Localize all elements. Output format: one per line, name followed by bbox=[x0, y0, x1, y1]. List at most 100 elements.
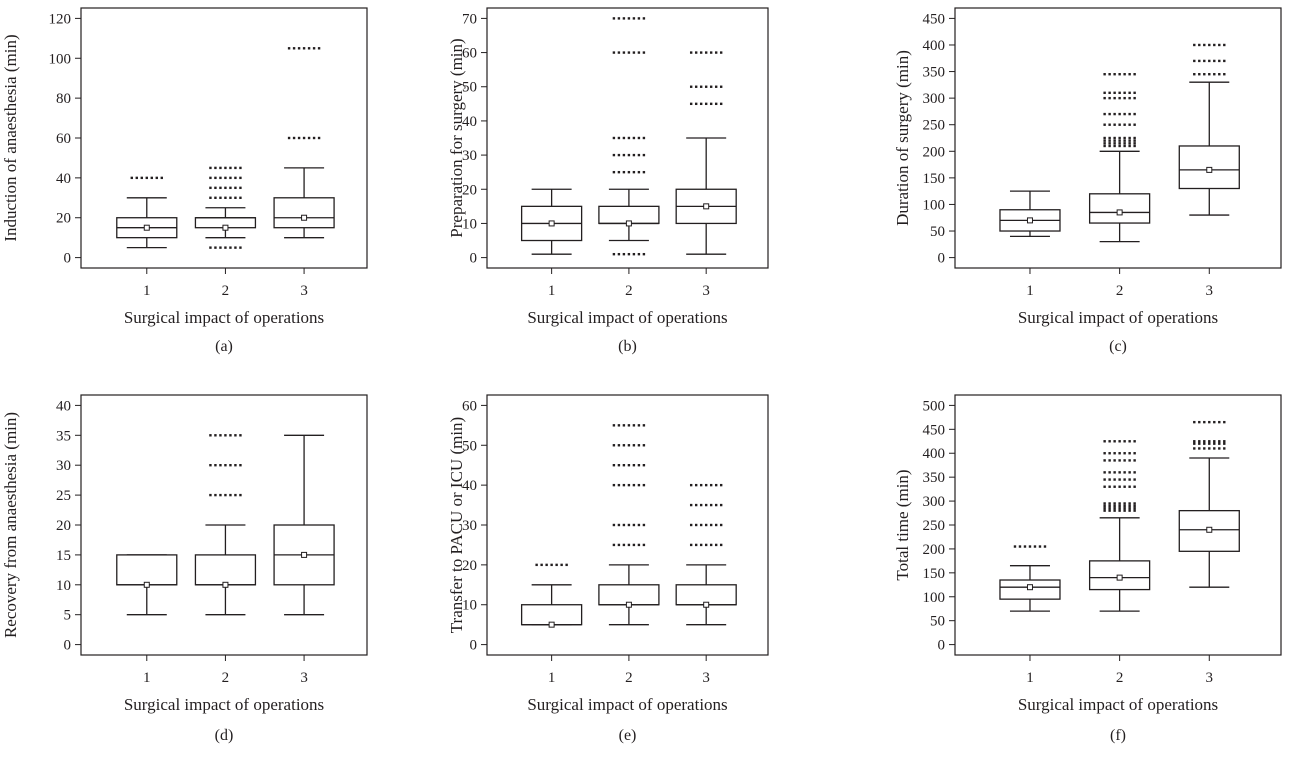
outlier-point bbox=[1193, 59, 1226, 63]
outlier-dot bbox=[214, 493, 217, 497]
outlier-point bbox=[209, 176, 242, 180]
outlier-dot bbox=[1103, 112, 1106, 116]
mean-marker bbox=[1026, 217, 1033, 224]
outlier-dot bbox=[1108, 507, 1111, 510]
outlier-dot bbox=[1128, 96, 1131, 100]
box-plot-3 bbox=[273, 47, 335, 239]
outlier-dot bbox=[1198, 73, 1201, 76]
outlier-dot bbox=[694, 102, 698, 106]
outlier-dot bbox=[612, 153, 616, 157]
y-tick-label: 80 bbox=[56, 91, 71, 107]
outlier-dot bbox=[1218, 43, 1221, 47]
iqr-box bbox=[273, 197, 335, 229]
outlier-dot bbox=[1108, 504, 1111, 508]
outlier-dot bbox=[1118, 139, 1121, 142]
outlier-point bbox=[1193, 440, 1226, 443]
outlier-dot bbox=[150, 176, 153, 180]
outlier-dot bbox=[1198, 447, 1201, 450]
y-tick-label: 50 bbox=[462, 80, 477, 96]
outlier-point bbox=[1103, 440, 1136, 443]
outlier-dot bbox=[1223, 59, 1226, 63]
outlier-dot bbox=[627, 51, 631, 54]
y-tick-label: 300 bbox=[923, 494, 946, 510]
x-axis-label: Surgical impact of operations bbox=[1018, 695, 1218, 714]
outlier-dot bbox=[1113, 112, 1116, 116]
outlier-point bbox=[1103, 96, 1136, 100]
y-axis-label: Duration of surgery (min) bbox=[893, 50, 912, 226]
outlier-dot bbox=[1123, 112, 1126, 116]
outlier-dot bbox=[1128, 112, 1131, 116]
outlier-dot bbox=[1133, 136, 1136, 140]
outlier-dot bbox=[219, 186, 222, 190]
outlier-dot bbox=[719, 503, 723, 507]
outlier-dot bbox=[622, 153, 626, 157]
outlier-dot bbox=[560, 563, 563, 567]
outlier-dot bbox=[312, 47, 316, 50]
x-tick-label: 3 bbox=[300, 670, 308, 686]
outlier-dot bbox=[229, 166, 232, 170]
outlier-dot bbox=[1123, 73, 1126, 76]
mean-marker bbox=[1116, 574, 1123, 581]
outlier-dot bbox=[627, 136, 631, 140]
outlier-dot bbox=[160, 176, 163, 180]
outlier-dot bbox=[287, 136, 291, 140]
outlier-point bbox=[689, 523, 723, 527]
y-tick-label: 35 bbox=[56, 428, 71, 444]
outlier-dot bbox=[617, 523, 621, 527]
outlier-dot bbox=[312, 136, 316, 140]
outlier-dot bbox=[229, 176, 232, 180]
x-axis-label: Surgical impact of operations bbox=[527, 308, 727, 327]
outlier-dot bbox=[1128, 139, 1131, 142]
outlier-dot bbox=[1103, 123, 1106, 126]
panel-label: (e) bbox=[619, 727, 637, 744]
outlier-dot bbox=[637, 252, 641, 256]
outlier-dot bbox=[1133, 73, 1136, 76]
outlier-dot bbox=[145, 176, 148, 180]
outlier-dot bbox=[1118, 502, 1121, 505]
outlier-dot bbox=[1213, 442, 1216, 445]
outlier-dot bbox=[612, 464, 616, 467]
outlier-dot bbox=[1113, 440, 1116, 443]
outlier-dot bbox=[1113, 136, 1116, 140]
outlier-dot bbox=[632, 444, 636, 447]
outlier-dot bbox=[130, 176, 133, 180]
outlier-point bbox=[689, 51, 723, 54]
mean-marker bbox=[1206, 526, 1213, 533]
outlier-dot bbox=[1208, 447, 1211, 450]
x-tick-label: 3 bbox=[1206, 283, 1214, 299]
outlier-dot bbox=[637, 17, 641, 20]
y-tick-label: 60 bbox=[56, 131, 71, 147]
outlier-dot bbox=[694, 483, 698, 487]
outlier-dot bbox=[632, 483, 636, 487]
y-tick-label: 40 bbox=[462, 478, 477, 494]
outlier-dot bbox=[1108, 440, 1111, 443]
outlier-point bbox=[1193, 43, 1226, 47]
outlier-dot bbox=[1128, 502, 1131, 505]
outlier-dot bbox=[1123, 502, 1126, 505]
outlier-point bbox=[1103, 139, 1136, 142]
outlier-dot bbox=[694, 51, 698, 54]
outlier-dot bbox=[1118, 507, 1121, 510]
x-tick-label: 2 bbox=[625, 283, 633, 299]
y-tick-label: 150 bbox=[923, 566, 946, 582]
box-plot-2 bbox=[598, 17, 660, 256]
box-plot-1 bbox=[999, 190, 1061, 237]
outlier-point bbox=[612, 51, 646, 54]
outlier-dot bbox=[699, 543, 703, 547]
outlier-dot bbox=[1103, 142, 1106, 145]
outlier-dot bbox=[1113, 123, 1116, 126]
outlier-dot bbox=[1128, 144, 1131, 148]
box-plot-3 bbox=[1178, 420, 1240, 588]
outlier-dot bbox=[1013, 545, 1017, 548]
outlier-dot bbox=[1123, 507, 1126, 510]
y-tick-label: 5 bbox=[64, 608, 72, 624]
box-plot-2 bbox=[194, 166, 257, 249]
y-tick-label: 200 bbox=[923, 542, 946, 558]
outlier-dot bbox=[1108, 112, 1111, 116]
outlier-dot bbox=[637, 543, 641, 547]
outlier-dot bbox=[1043, 545, 1047, 548]
outlier-dot bbox=[612, 543, 616, 547]
mean-marker bbox=[548, 621, 555, 628]
outlier-dot bbox=[1108, 136, 1111, 140]
outlier-dot bbox=[1193, 442, 1196, 445]
